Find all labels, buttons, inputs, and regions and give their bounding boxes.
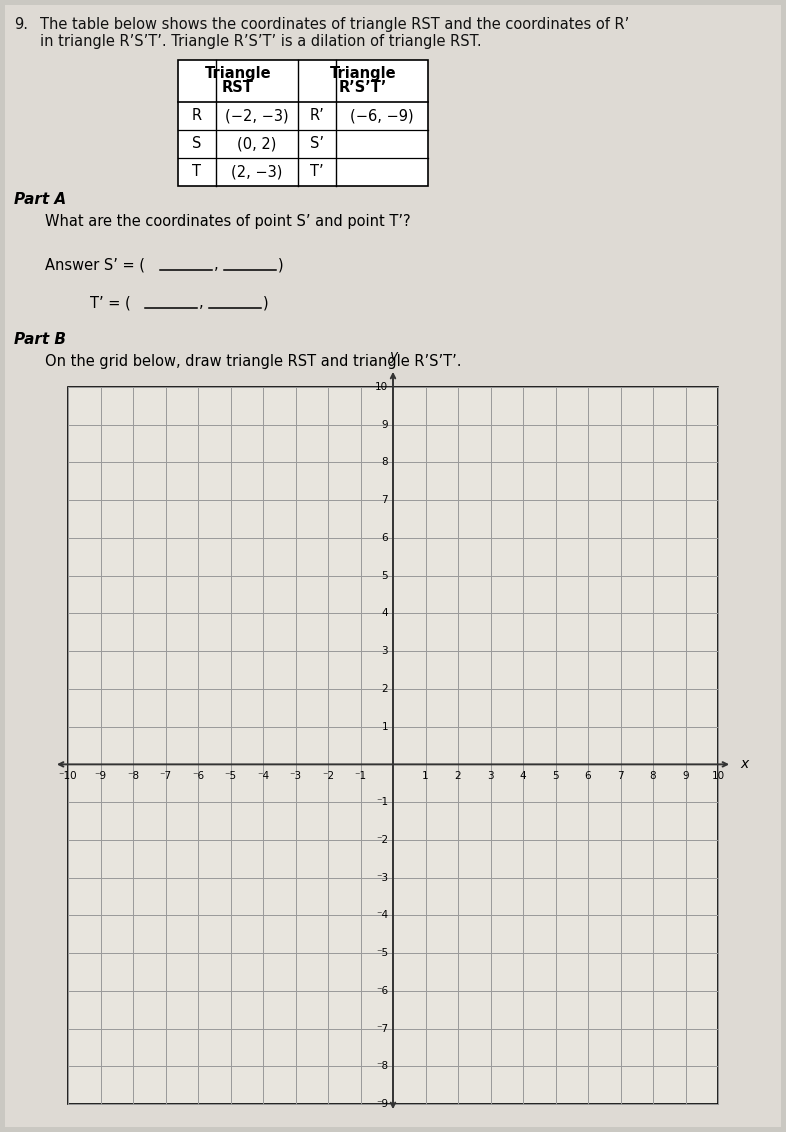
Text: 2: 2	[381, 684, 388, 694]
Text: ⁻5: ⁻5	[225, 771, 237, 781]
Text: (−6, −9): (−6, −9)	[351, 109, 413, 123]
Text: ⁻6: ⁻6	[376, 986, 388, 996]
Text: in triangle R’S’T’. Triangle R’S’T’ is a dilation of triangle RST.: in triangle R’S’T’. Triangle R’S’T’ is a…	[40, 34, 482, 49]
Text: 6: 6	[585, 771, 591, 781]
Text: T’: T’	[310, 164, 324, 180]
Text: x: x	[740, 757, 748, 771]
Text: ⁻1: ⁻1	[354, 771, 366, 781]
Text: (2, −3): (2, −3)	[231, 164, 283, 180]
Text: 4: 4	[520, 771, 527, 781]
Text: y: y	[389, 349, 397, 363]
Text: 2: 2	[454, 771, 461, 781]
Text: 5: 5	[381, 571, 388, 581]
Text: ⁻4: ⁻4	[376, 910, 388, 920]
Text: 3: 3	[381, 646, 388, 657]
Text: ⁻10: ⁻10	[59, 771, 77, 781]
Text: 3: 3	[487, 771, 494, 781]
Text: 6: 6	[381, 533, 388, 543]
Text: 1: 1	[381, 721, 388, 731]
Text: 8: 8	[650, 771, 656, 781]
Text: ⁻9: ⁻9	[94, 771, 107, 781]
Text: R’S’T’: R’S’T’	[339, 80, 387, 95]
Text: ,: ,	[214, 257, 219, 272]
Text: T’ = (: T’ = (	[90, 295, 130, 310]
Text: ⁻8: ⁻8	[127, 771, 139, 781]
Text: Part B: Part B	[14, 332, 66, 348]
Text: R: R	[192, 109, 202, 123]
Text: 10: 10	[375, 381, 388, 392]
Text: Part A: Part A	[14, 192, 66, 207]
Text: S: S	[193, 137, 202, 152]
Text: ⁻3: ⁻3	[289, 771, 302, 781]
Text: 9: 9	[381, 420, 388, 430]
Text: 8: 8	[381, 457, 388, 468]
Text: S’: S’	[310, 137, 324, 152]
Text: 9: 9	[682, 771, 689, 781]
Text: 1: 1	[422, 771, 429, 781]
Text: RST: RST	[222, 80, 254, 95]
Text: 7: 7	[617, 771, 624, 781]
Text: 7: 7	[381, 495, 388, 505]
Text: ⁻6: ⁻6	[192, 771, 204, 781]
Text: ⁻5: ⁻5	[376, 949, 388, 958]
Text: T: T	[193, 164, 201, 180]
Text: Answer S’ = (: Answer S’ = (	[45, 257, 145, 272]
Text: What are the coordinates of point S’ and point T’?: What are the coordinates of point S’ and…	[45, 214, 410, 229]
Text: (0, 2): (0, 2)	[237, 137, 277, 152]
Text: ⁻1: ⁻1	[376, 797, 388, 807]
Text: ): )	[263, 295, 269, 310]
Text: 10: 10	[711, 771, 725, 781]
Text: On the grid below, draw triangle RST and triangle R’S’T’.: On the grid below, draw triangle RST and…	[45, 354, 461, 369]
Text: ⁻9: ⁻9	[376, 1099, 388, 1109]
Bar	[178, 60, 428, 186]
Text: ⁻3: ⁻3	[376, 873, 388, 883]
Text: ⁻2: ⁻2	[376, 834, 388, 844]
Text: 4: 4	[381, 608, 388, 618]
Bar	[68, 387, 718, 1104]
Text: ⁻7: ⁻7	[376, 1023, 388, 1034]
Text: 5: 5	[553, 771, 559, 781]
Text: ⁻2: ⁻2	[322, 771, 334, 781]
Text: ): )	[278, 257, 284, 272]
Text: 9.: 9.	[14, 17, 28, 32]
Text: R’: R’	[310, 109, 325, 123]
Text: The table below shows the coordinates of triangle RST and the coordinates of R’: The table below shows the coordinates of…	[40, 17, 630, 32]
Text: ⁻7: ⁻7	[160, 771, 171, 781]
Text: (−2, −3): (−2, −3)	[225, 109, 288, 123]
Text: ⁻4: ⁻4	[257, 771, 269, 781]
Text: Triangle: Triangle	[204, 66, 271, 82]
Text: ,: ,	[199, 295, 204, 310]
Text: Triangle: Triangle	[329, 66, 396, 82]
Text: ⁻8: ⁻8	[376, 1062, 388, 1071]
